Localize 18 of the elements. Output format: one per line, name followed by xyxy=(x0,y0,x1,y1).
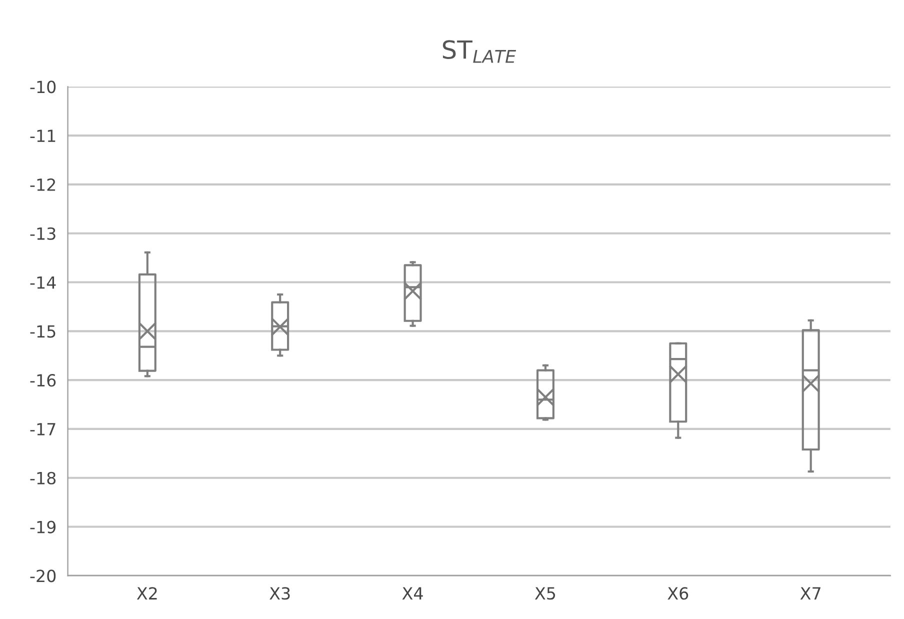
x-tick-label: X3 xyxy=(270,587,290,600)
y-tick-label: -17 xyxy=(30,423,56,436)
y-tick-label: -13 xyxy=(30,227,56,240)
y-tick-label: -16 xyxy=(30,374,56,387)
y-tick-label: -18 xyxy=(30,472,56,484)
y-tick-label: -12 xyxy=(30,178,56,191)
y-tick-label: -19 xyxy=(30,520,56,534)
y-tick-label: -10 xyxy=(30,80,56,94)
y-tick-label: -11 xyxy=(30,130,56,142)
y-tick-label: -14 xyxy=(30,276,56,289)
x-tick-label: X6 xyxy=(668,587,688,600)
x-tick-label: X4 xyxy=(402,587,423,600)
y-tick-label: -20 xyxy=(30,570,56,582)
x-tick-label: X2 xyxy=(136,587,157,600)
y-tick-label: -15 xyxy=(30,325,56,338)
x-tick-label: X7 xyxy=(800,587,820,600)
x-tick-label: X5 xyxy=(534,587,556,600)
chart-title: ST$_{LATE}$ xyxy=(442,40,516,63)
